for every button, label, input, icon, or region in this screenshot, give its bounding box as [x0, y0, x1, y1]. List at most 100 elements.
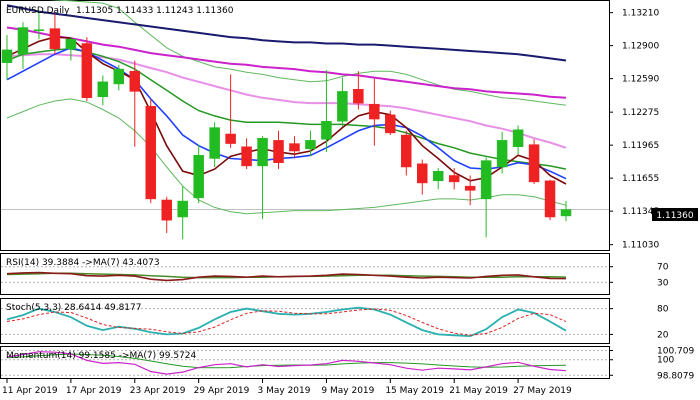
time-tick-label: 15 May 2019	[385, 386, 444, 396]
candle[interactable]	[496, 131, 508, 174]
candle[interactable]	[353, 71, 364, 110]
candle-body	[480, 160, 492, 200]
price-tick-label: 1.12900	[622, 42, 659, 52]
candle[interactable]	[321, 70, 332, 153]
candle[interactable]	[49, 13, 61, 55]
candle-body	[209, 127, 220, 159]
time-tick-label: 3 May 2019	[258, 386, 311, 396]
candle-body	[464, 185, 476, 191]
candle[interactable]	[113, 64, 125, 91]
stoch-main-line	[6, 306, 567, 338]
ma-magenta-line	[6, 26, 567, 99]
candle[interactable]	[257, 136, 268, 220]
candle-body	[337, 91, 348, 122]
candle[interactable]	[161, 196, 172, 233]
candle-body	[369, 103, 380, 120]
rsi-title: RSI(14) 39.3884 ->MA(7) 43.4073	[6, 258, 160, 268]
candle[interactable]	[401, 130, 412, 176]
ma-green-line	[6, 48, 567, 170]
symbol-label: EURUSD,Daily	[6, 6, 70, 16]
candle[interactable]	[480, 157, 492, 238]
candle-body	[81, 43, 93, 99]
candle[interactable]	[209, 122, 220, 167]
momentum-level-label: 98.8079	[657, 371, 694, 381]
candle[interactable]	[65, 37, 77, 61]
price-tick-label: 1.11655	[622, 174, 659, 184]
candle[interactable]	[512, 125, 524, 155]
candle-body	[65, 39, 77, 50]
momentum-level-label: 100.709	[657, 346, 694, 356]
candle[interactable]	[464, 175, 476, 206]
candle[interactable]	[289, 136, 300, 158]
time-axis[interactable]: 11 Apr 2019 17 Apr 2019 23 Apr 2019 29 Apr …	[2, 379, 572, 396]
ma-blue-line	[6, 46, 567, 180]
candle[interactable]	[432, 168, 444, 190]
candle[interactable]	[417, 159, 428, 195]
candle-body	[97, 81, 109, 97]
time-tick-label: 23 Apr 2019	[130, 386, 186, 396]
rsi-panel-frame	[0, 253, 610, 295]
candle[interactable]	[337, 77, 348, 127]
candle-body	[417, 163, 428, 184]
candle[interactable]	[145, 98, 156, 204]
candle[interactable]	[273, 130, 284, 170]
candle-body	[432, 170, 444, 182]
candle[interactable]	[1, 34, 13, 80]
candle-body	[496, 140, 508, 168]
candle[interactable]	[81, 37, 93, 101]
momentum-panel-frame	[0, 346, 610, 379]
main-panel-frame	[0, 0, 610, 251]
candle[interactable]	[177, 186, 188, 240]
candle[interactable]	[448, 168, 460, 190]
candle-body	[353, 89, 364, 104]
candle[interactable]	[129, 60, 141, 147]
candle[interactable]	[385, 110, 396, 136]
price-axis[interactable]: 1.13210 1.12900 1.12590 1.12275 1.11965 1.116…	[609, 9, 659, 251]
ma-navy-line	[6, 4, 567, 62]
candle-body	[225, 133, 236, 144]
stoch-signal-line	[6, 308, 567, 336]
rsi-level-label: 30	[657, 278, 669, 288]
candle-body	[193, 155, 204, 199]
candle-body	[305, 140, 316, 150]
candle[interactable]	[17, 22, 29, 70]
candle-body	[321, 120, 332, 140]
candle-body	[448, 175, 460, 183]
time-tick-label: 17 Apr 2019	[66, 386, 122, 396]
candle-body	[241, 146, 252, 167]
candle[interactable]	[241, 138, 252, 170]
candle-body	[161, 199, 172, 221]
candle-body	[257, 137, 268, 167]
ma-pink-line	[6, 53, 567, 149]
stoch-title: Stoch(5,3,3) 28.6414 49.8177	[6, 303, 141, 313]
candle-body	[113, 68, 125, 85]
candle[interactable]	[528, 139, 540, 185]
momentum-level-label: 100	[657, 356, 674, 366]
candle[interactable]	[369, 78, 380, 146]
candle-body	[145, 106, 156, 200]
candle[interactable]	[193, 144, 204, 204]
candle-body	[544, 180, 556, 218]
main-price-layer	[1, 0, 609, 240]
candle[interactable]	[305, 130, 316, 157]
candle-body	[1, 49, 13, 63]
momentum-main-line	[6, 351, 567, 375]
candle-body	[560, 209, 572, 217]
candle-body	[273, 140, 284, 163]
candle-body	[49, 28, 61, 50]
rsi-level-label: 70	[657, 263, 669, 273]
last-price-marker	[652, 208, 698, 221]
time-tick-label: 11 Apr 2019	[2, 386, 58, 396]
candle[interactable]	[225, 74, 236, 148]
time-tick-label: 9 May 2019	[321, 386, 374, 396]
stoch-level-label: 20	[657, 330, 669, 340]
price-tick-label: 1.13210	[622, 9, 659, 19]
price-tick-label: 1.12590	[622, 75, 659, 85]
candle[interactable]	[33, 11, 45, 40]
candle[interactable]	[97, 75, 109, 106]
candle[interactable]	[544, 179, 556, 221]
candle[interactable]	[560, 201, 572, 222]
